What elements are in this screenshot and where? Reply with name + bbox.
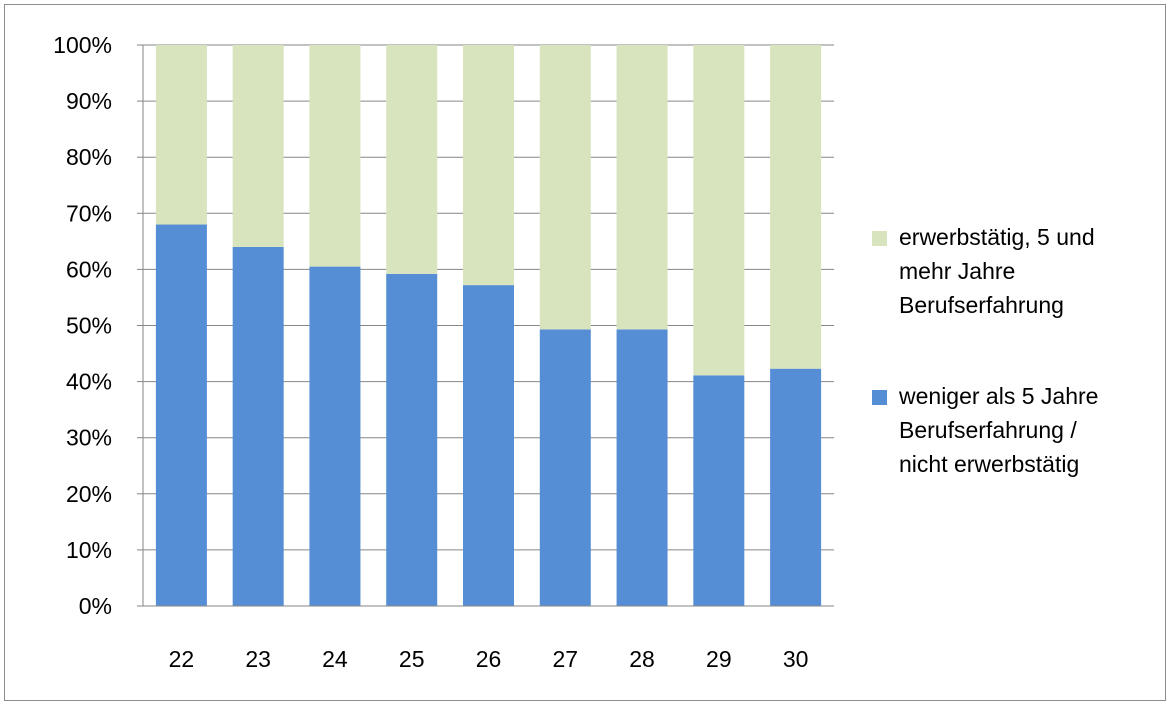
bar-segment-erwerbstaetig-5-plus-23 [232,45,284,247]
bar-segment-weniger-als-5-jahre-23 [232,246,284,606]
y-tick-label: 10% [66,537,112,563]
y-tick-label: 20% [66,481,112,507]
bar-segment-weniger-als-5-jahre-22 [155,224,207,606]
y-tick-label: 30% [66,425,112,451]
bar-segment-erwerbstaetig-5-plus-30 [770,45,822,369]
x-tick-label: 29 [706,646,732,672]
legend-label: nicht erwerbstätig [899,451,1079,477]
x-tick-label: 23 [245,646,271,672]
legend: erwerbstätig, 5 und mehr Jahre Berufserfah… [872,224,1098,477]
x-axis-tick-labels: 22 23 24 25 26 27 28 29 30 [169,646,809,672]
bar-segment-erwerbstaetig-5-plus-29 [693,45,745,376]
y-tick-label: 60% [66,256,112,282]
bar-segment-weniger-als-5-jahre-25 [386,273,438,606]
bar-segment-erwerbstaetig-5-plus-25 [386,45,438,274]
x-tick-label: 27 [552,646,578,672]
y-tick-label: 40% [66,369,112,395]
axes [137,44,834,607]
y-tick-label: 70% [66,200,112,226]
bar-segment-erwerbstaetig-5-plus-28 [616,45,668,330]
y-tick-label: 90% [66,88,112,114]
x-tick-label: 28 [629,646,655,672]
bar-segment-weniger-als-5-jahre-24 [309,266,361,606]
legend-label: weniger als 5 Jahre [898,383,1098,409]
legend-label: mehr Jahre [899,258,1015,284]
bars [155,45,822,606]
legend-label: Berufserfahrung [899,292,1064,318]
bar-segment-weniger-als-5-jahre-28 [616,329,668,606]
bar-segment-weniger-als-5-jahre-30 [770,368,822,606]
x-tick-label: 30 [783,646,809,672]
bar-segment-weniger-als-5-jahre-26 [463,285,514,606]
y-tick-label: 100% [53,32,112,58]
bar-segment-weniger-als-5-jahre-27 [539,329,591,606]
y-tick-label: 80% [66,144,112,170]
x-tick-label: 26 [476,646,502,672]
bar-segment-weniger-als-5-jahre-29 [693,375,745,606]
y-tick-label: 0% [79,593,112,619]
bar-segment-erwerbstaetig-5-plus-24 [309,45,361,267]
legend-swatch [872,231,887,246]
legend-label: Berufserfahrung / [899,417,1077,443]
legend-label: erwerbstätig, 5 und [899,224,1095,250]
bar-segment-erwerbstaetig-5-plus-22 [155,45,207,225]
x-tick-label: 22 [169,646,195,672]
y-axis-tick-labels: 0% 10% 20% 30% 40% 50% 60% 70% 80% 90% 100% [53,32,112,619]
bar-segment-erwerbstaetig-5-plus-27 [539,45,591,330]
x-tick-label: 25 [399,646,425,672]
legend-swatch [872,390,887,405]
x-tick-label: 24 [322,646,348,672]
y-tick-label: 50% [66,313,112,339]
bar-segment-erwerbstaetig-5-plus-26 [463,45,514,286]
